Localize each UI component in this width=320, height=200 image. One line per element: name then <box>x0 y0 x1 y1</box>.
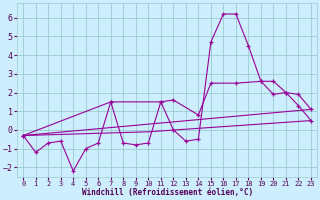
X-axis label: Windchill (Refroidissement éolien,°C): Windchill (Refroidissement éolien,°C) <box>82 188 253 197</box>
